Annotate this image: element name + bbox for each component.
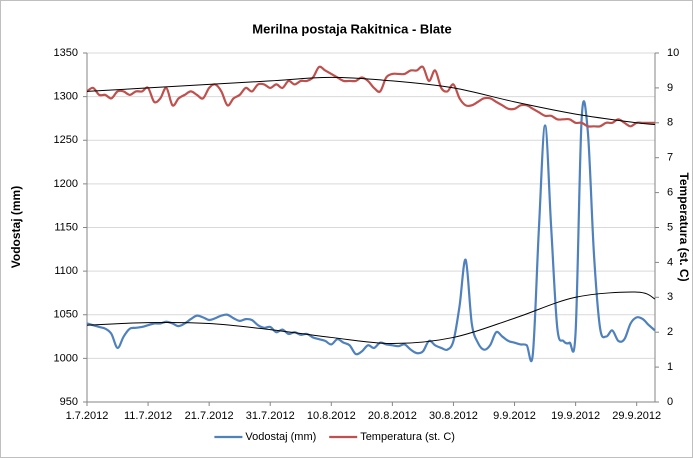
series-line: [86, 65, 655, 128]
y2-tick-label: 7: [667, 152, 673, 164]
y2-tick-label: 10: [667, 47, 679, 59]
y-tick-label: 1350: [54, 47, 78, 59]
y2-tick-label: 6: [667, 187, 673, 199]
x-tick-label: 29.9.2012: [612, 410, 661, 422]
x-tick-label: 30.8.2012: [429, 410, 478, 422]
y-tick-label: 1100: [54, 265, 78, 277]
y-tick-label: 1150: [54, 221, 78, 233]
x-tick-label: 19.9.2012: [551, 410, 600, 422]
x-tick-label: 21.7.2012: [185, 410, 234, 422]
chart-title: Merilna postaja Rakitnica - Blate: [252, 21, 451, 36]
y2-axis-title: Temperatura (st. C): [677, 172, 691, 281]
x-tick-label: 10.8.2012: [307, 410, 356, 422]
y2-tick-label: 3: [667, 291, 673, 303]
x-tick-label: 20.8.2012: [368, 410, 417, 422]
legend-label: Vodostaj (mm): [245, 431, 316, 443]
y-tick-label: 950: [60, 396, 78, 408]
x-tick-label: 11.7.2012: [124, 410, 172, 422]
y-tick-label: 1300: [54, 91, 78, 103]
y2-tick-label: 9: [667, 82, 673, 94]
y2-tick-label: 4: [667, 256, 673, 268]
y2-tick-label: 2: [667, 326, 673, 338]
x-tick-label: 31.7.2012: [246, 410, 295, 422]
y-tick-label: 1050: [54, 309, 78, 321]
legend-label: Temperatura (st. C): [360, 431, 455, 443]
x-tick-label: 1.7.2012: [66, 410, 109, 422]
y-tick-label: 1000: [54, 352, 78, 364]
trend-line: [86, 76, 656, 126]
y2-tick-label: 1: [667, 361, 673, 373]
y2-tick-label: 5: [667, 221, 673, 233]
y2-tick-label: 8: [667, 117, 673, 129]
x-tick-label: 9.9.2012: [493, 410, 536, 422]
y2-tick-label: 0: [667, 396, 673, 408]
y-axis-title: Vodostaj (mm): [9, 186, 23, 268]
y-tick-label: 1250: [54, 134, 78, 146]
trend-line: [86, 291, 656, 345]
y-tick-label: 1200: [54, 178, 78, 190]
